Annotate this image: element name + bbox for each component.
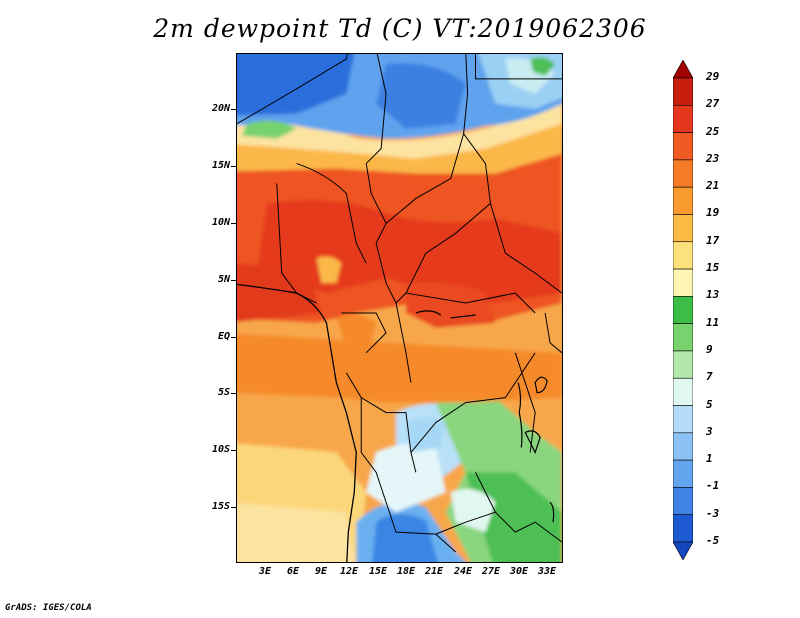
lat-label-eq: EQ [190, 331, 236, 342]
colorbar-segment [673, 405, 693, 434]
colorbar-label: 1 [706, 452, 713, 466]
colorbar-label: 3 [706, 424, 713, 438]
colorbar-label: 11 [706, 315, 720, 329]
colorbar-label: 27 [706, 97, 720, 111]
grads-credit: GrADS: IGES/COLA [5, 603, 92, 613]
colorbar-segment [673, 296, 693, 324]
lat-label-15s: 15S [190, 501, 236, 512]
lat-label-15n: 15N [190, 160, 236, 171]
lon-label-18e: 18E [396, 566, 416, 577]
colorbar-label: 9 [706, 342, 713, 356]
colorbar-label: 29 [706, 70, 720, 83]
colorbar-label: 17 [706, 233, 720, 247]
lon-label-24e: 24E [453, 566, 473, 577]
lon-label-21e: 21E [424, 566, 444, 577]
colorbar-segment [673, 268, 693, 297]
colorbar-segment [673, 432, 693, 461]
colorbar-segment [673, 214, 693, 243]
lon-label-30e: 30E [509, 566, 529, 577]
lat-label-10s: 10S [190, 444, 236, 455]
colorbar-segment [673, 159, 693, 188]
colorbar-label: -3 [706, 506, 720, 520]
lon-label-3e: 3E [258, 566, 272, 577]
colorbar-label: -5 [706, 534, 720, 547]
colorbar-segment [673, 487, 693, 516]
dewpoint-map [236, 53, 563, 563]
lat-label-5n: 5N [190, 274, 236, 285]
colorbar-label: 5 [706, 397, 713, 411]
lat-label-10n: 10N [190, 217, 236, 228]
colorbar-label: 25 [706, 124, 720, 138]
lat-label-20n: 20N [190, 103, 236, 114]
chart-title: 2m dewpoint Td (C) VT:2019062306 [153, 14, 647, 43]
lon-label-27e: 27E [481, 566, 501, 577]
colorbar-segment [673, 241, 693, 270]
colorbar-label: 7 [706, 370, 713, 384]
colorbar-segment [673, 350, 693, 379]
colorbar [673, 60, 693, 560]
colorbar-segment [673, 186, 693, 215]
colorbar-segment [673, 77, 693, 106]
colorbar-label: 23 [706, 151, 720, 165]
colorbar-segment [673, 323, 693, 352]
dewpoint-field [237, 54, 562, 562]
lon-label-6e: 6E [286, 566, 300, 577]
colorbar-label: 13 [706, 288, 720, 302]
lon-label-12e: 12E [339, 566, 359, 577]
colorbar-segment [673, 514, 693, 543]
colorbar-label: 21 [706, 179, 720, 193]
lon-label-15e: 15E [368, 566, 388, 577]
colorbar-label: 19 [706, 206, 720, 220]
colorbar-label: -1 [706, 479, 720, 493]
lon-label-33e: 33E [537, 566, 557, 577]
colorbar-label: 15 [706, 261, 720, 275]
colorbar-segment [673, 377, 693, 406]
colorbar-segment [673, 459, 693, 488]
lon-label-9e: 9E [314, 566, 328, 577]
colorbar-segment [673, 104, 693, 133]
colorbar-segment [673, 132, 693, 161]
colorbar-segment [673, 541, 693, 560]
lat-label-5s: 5S [190, 387, 236, 398]
colorbar-segment [673, 60, 693, 79]
